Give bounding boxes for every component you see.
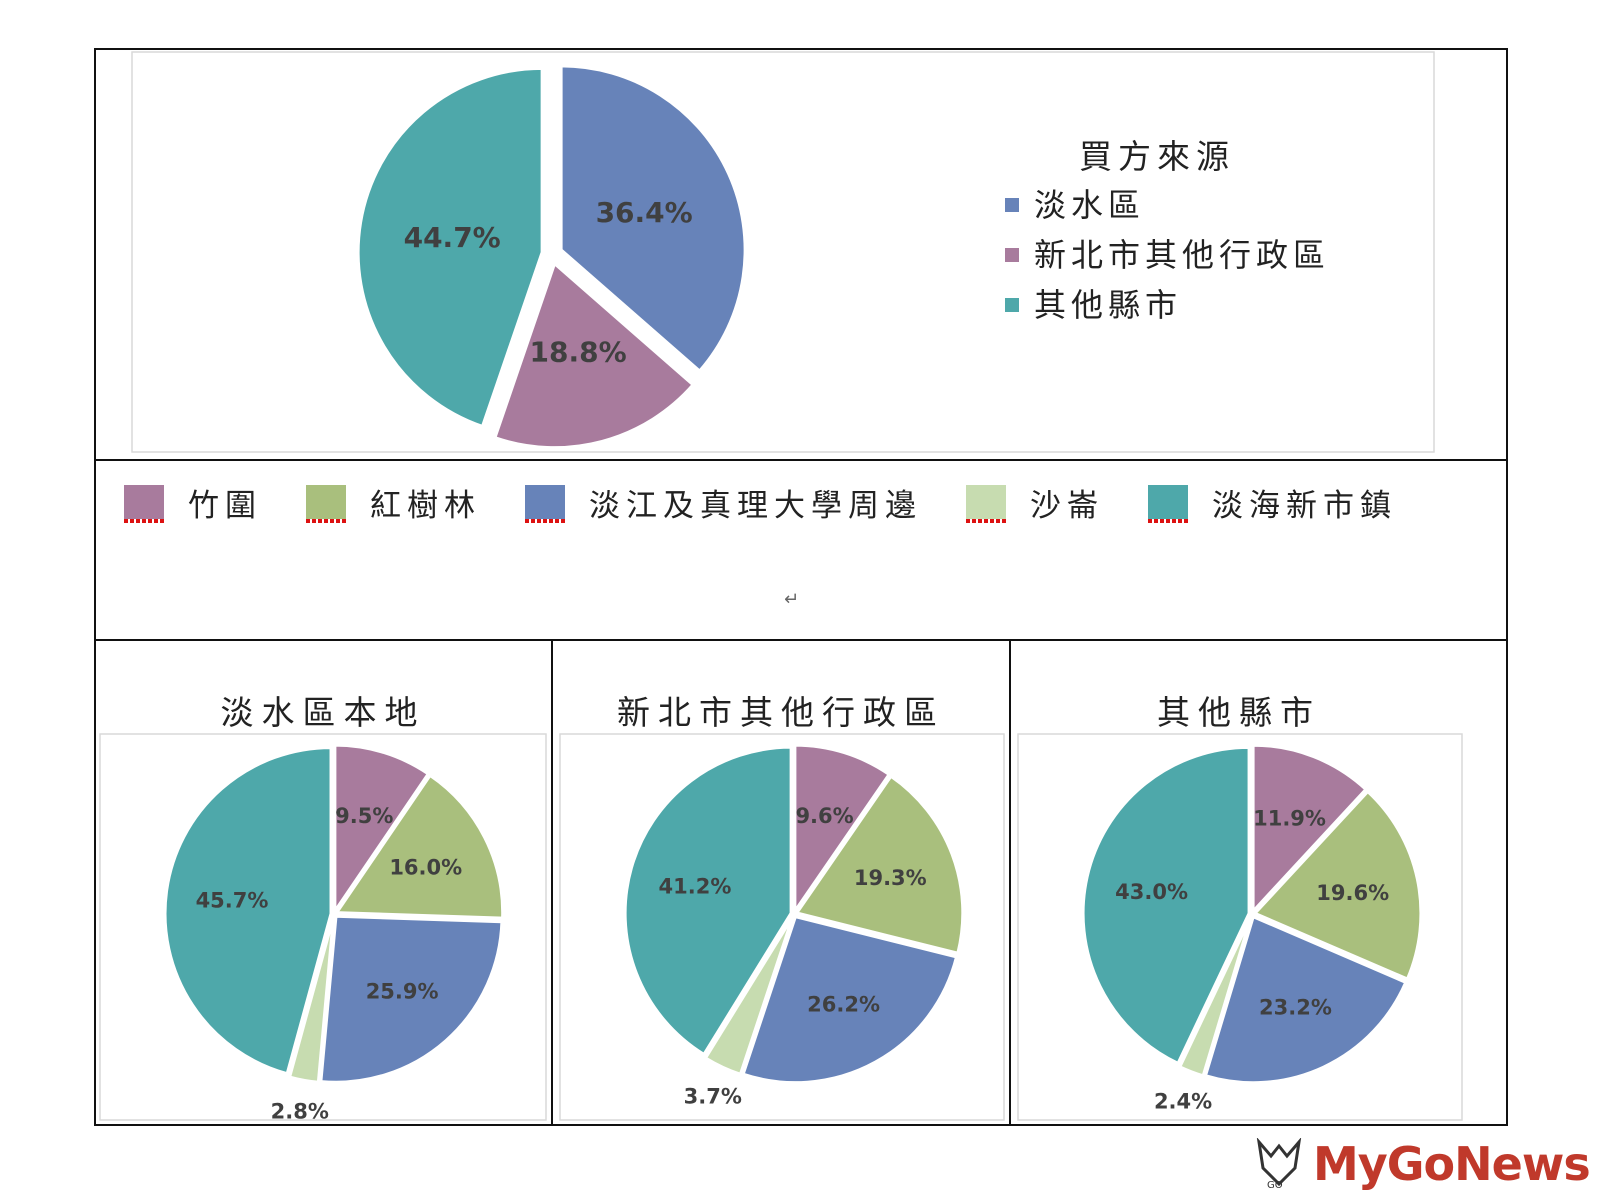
legend-label-3: 其他縣市	[1034, 286, 1182, 324]
sub3-pie-slice-2	[1252, 789, 1423, 981]
sub2-data-label-2: 19.3%	[854, 866, 927, 890]
sub-chart-title-1: 淡水區本地	[220, 693, 426, 732]
legend-swatch-1	[1005, 198, 1019, 212]
main-chart-area	[131, 51, 1435, 453]
sub-chart-title-3: 其他縣市	[1157, 693, 1321, 732]
sub2-data-label-4: 3.7%	[684, 1084, 742, 1108]
sub1-data-label-1: 9.5%	[335, 804, 393, 828]
sub3-data-label-5: 43.0%	[1115, 880, 1188, 904]
category-swatch	[124, 485, 164, 523]
outer-border	[94, 48, 1508, 1126]
main-pie-slice-1	[559, 64, 747, 374]
sub3-data-label-4: 2.4%	[1154, 1090, 1212, 1114]
sub-chart-area-1	[99, 733, 547, 1121]
sub3-data-label-3: 23.2%	[1259, 996, 1332, 1020]
category-label: 紅樹林	[370, 487, 481, 524]
sub3-data-label-1: 11.9%	[1253, 807, 1326, 831]
category-label: 淡海新市鎮	[1212, 487, 1397, 524]
sub2-pie-slice-4	[703, 915, 795, 1077]
table-frame: 買方來源 淡水區 新北市其他行政區 其他縣市 ↵ 36.4% 18.8% 44.7%…	[94, 48, 1510, 1128]
category-swatch	[525, 485, 565, 523]
sub1-pie-slice-3	[319, 914, 504, 1084]
legend-title: 買方來源	[1079, 137, 1235, 176]
sub1-pie-slice-1	[333, 743, 431, 917]
sub1-data-label-4: 2.8%	[271, 1099, 329, 1123]
legend-label-1: 淡水區	[1034, 186, 1145, 224]
sub1-pie-slice-4	[287, 916, 335, 1084]
sub1-data-label-2: 16.0%	[389, 856, 462, 880]
sub2-pie-slice-1	[793, 743, 892, 916]
category-legend-item: 紅樹林	[306, 480, 481, 525]
main-data-label-1: 36.4%	[596, 196, 693, 229]
sub1-pie-slice-5	[163, 746, 333, 1076]
category-legend: 竹圍 紅樹林 淡江及真理大學周邊 沙崙 淡海新市鎮	[124, 484, 1397, 524]
category-swatch	[1148, 485, 1188, 523]
sub2-data-label-5: 41.2%	[659, 874, 732, 898]
logo-text: MyGoNews	[1313, 1137, 1591, 1191]
category-label: 淡江及真理大學周邊	[589, 487, 922, 524]
category-legend-item: 沙崙	[966, 480, 1104, 525]
main-pie-slice-3	[356, 66, 544, 429]
main-data-label-3: 44.7%	[404, 221, 501, 254]
sub1-data-label-5: 45.7%	[196, 889, 269, 913]
legend-label-2: 新北市其他行政區	[1034, 236, 1330, 274]
sub3-pie-slice-4	[1177, 916, 1253, 1078]
legend-swatch-3	[1005, 298, 1019, 312]
sub3-data-label-2: 19.6%	[1316, 881, 1389, 905]
category-legend-item: 淡江及真理大學周邊	[525, 480, 922, 525]
category-swatch	[966, 485, 1006, 523]
main-pie-slice-2	[493, 261, 696, 450]
sub2-data-label-3: 26.2%	[807, 993, 880, 1017]
svg-text:GO: GO	[1267, 1180, 1283, 1190]
sub2-data-label-1: 9.6%	[795, 804, 853, 828]
sub-chart-title-2: 新北市其他行政區	[617, 693, 945, 732]
legend-swatch-2	[1005, 248, 1019, 262]
chart-canvas: 買方來源 淡水區 新北市其他行政區 其他縣市 ↵ 36.4% 18.8% 44.7%…	[94, 48, 1508, 1126]
sub3-pie-slice-5	[1081, 745, 1251, 1066]
sub1-data-label-3: 25.9%	[366, 980, 439, 1004]
sub2-pie-slice-3	[741, 914, 959, 1085]
sub3-pie-slice-1	[1251, 743, 1369, 916]
mygonews-logo: GO MyGoNews	[1255, 1137, 1591, 1191]
sub3-pie-slice-3	[1203, 914, 1408, 1085]
sub2-pie-slice-2	[794, 774, 965, 956]
paragraph-mark: ↵	[784, 589, 799, 610]
category-label: 沙崙	[1030, 487, 1104, 524]
sub-chart-area-3	[1017, 733, 1463, 1121]
sub2-pie-slice-5	[623, 745, 793, 1057]
category-legend-item: 竹圍	[124, 480, 262, 525]
main-data-label-2: 18.8%	[530, 336, 627, 369]
category-label: 竹圍	[188, 487, 262, 524]
category-swatch	[306, 485, 346, 523]
category-legend-item: 淡海新市鎮	[1148, 480, 1397, 525]
main-legend: 買方來源 淡水區 新北市其他行政區 其他縣市	[1005, 137, 1330, 324]
logo-mark-icon: GO	[1256, 1138, 1302, 1190]
sub-chart-area-2	[559, 733, 1005, 1121]
sub1-pie-slice-2	[333, 773, 505, 920]
